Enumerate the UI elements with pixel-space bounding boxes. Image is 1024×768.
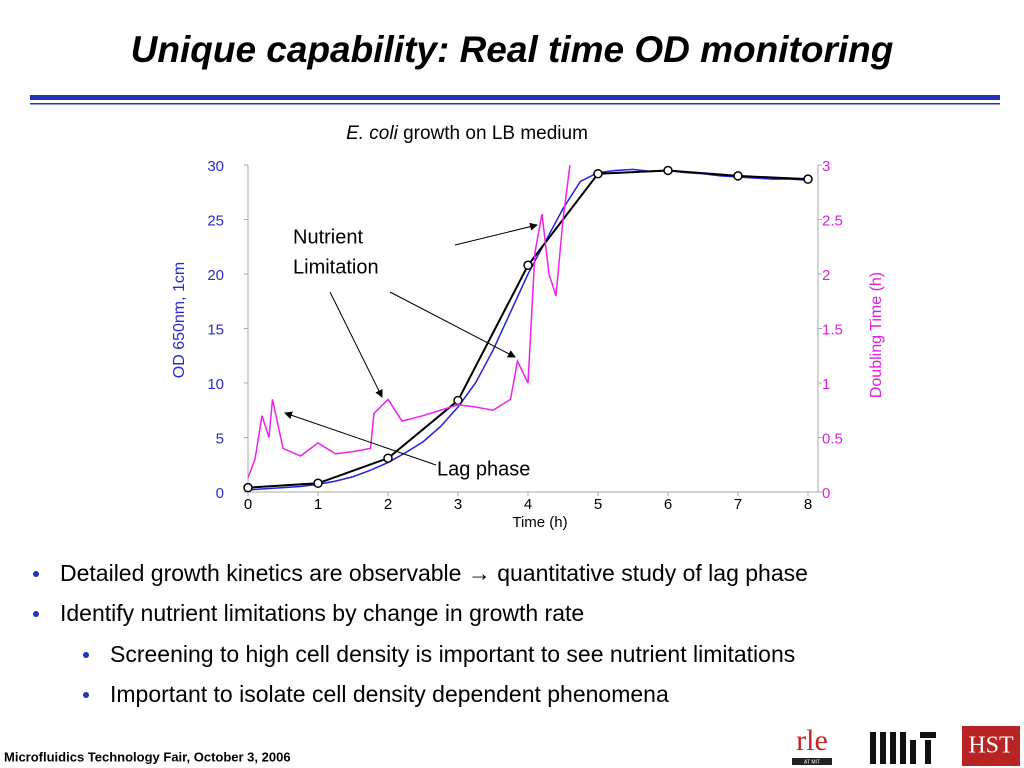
- logo-hst-bg: [962, 726, 1020, 766]
- y-tick-label: 20: [207, 267, 224, 284]
- annotation-arrow: [389, 291, 516, 358]
- x-tick-label: 1: [314, 496, 322, 513]
- y2-axis-label: Doubling Time (h): [868, 272, 885, 398]
- data-point: [593, 168, 603, 179]
- bullet-dot: [83, 652, 89, 658]
- slide-title: Unique capability: Real time OD monitori…: [131, 29, 894, 70]
- x-tick-label: 8: [804, 496, 812, 513]
- series-line: [247, 168, 809, 491]
- series-line: [247, 164, 571, 479]
- bullet-dot: [83, 692, 89, 698]
- y-tick-label: 10: [207, 376, 224, 393]
- annotation-arrow: [329, 291, 383, 398]
- bullet-dot: [33, 571, 39, 577]
- data-point: [453, 395, 463, 406]
- y-axis-label: OD 650nm, 1cm: [171, 262, 188, 378]
- x-tick-label: 7: [734, 496, 742, 513]
- rule: [30, 95, 1000, 100]
- logo-rle-sub: AT MIT: [804, 759, 820, 765]
- x-tick-label: 4: [524, 496, 532, 513]
- data-point: [733, 171, 743, 181]
- y-tick-label: 30: [207, 158, 224, 175]
- data-point: [313, 478, 323, 489]
- y2-tick-label: 0: [822, 485, 830, 502]
- x-tick-label: 2: [384, 496, 392, 513]
- y2-tick-label: 2.5: [822, 212, 843, 229]
- rule: [30, 103, 1000, 105]
- footer: Microfluidics Technology Fair, October 3…: [4, 749, 291, 764]
- x-axis-label: Time (h): [512, 514, 567, 531]
- y2-tick-label: 0.5: [822, 430, 843, 447]
- logo-rle: rle: [796, 724, 828, 757]
- bullet-text: Important to isolate cell density depend…: [110, 681, 669, 707]
- logo-mit: [870, 732, 936, 764]
- chart-title-rest: growth on LB medium: [403, 123, 588, 144]
- series-line: [247, 169, 809, 489]
- logo-hst: HST: [968, 733, 1014, 759]
- y2-tick-label: 3: [822, 158, 830, 175]
- bullet-dot: [33, 611, 39, 617]
- logo-bar: [792, 758, 832, 765]
- y2-tick-label: 1: [822, 376, 830, 393]
- y2-tick-label: 1.5: [822, 321, 843, 338]
- data-point: [803, 174, 813, 184]
- x-tick-label: 6: [664, 496, 672, 513]
- data-point: [523, 260, 533, 271]
- y-tick-label: 15: [207, 321, 224, 338]
- bullet-text: Detailed growth kinetics are observable …: [60, 560, 808, 586]
- data-point: [383, 453, 393, 463]
- bullets: Detailed growth kinetics are observable …: [33, 560, 808, 707]
- y2-tick-label: 2: [822, 267, 830, 284]
- annotation-arrow: [284, 411, 437, 466]
- annotation: Limitation: [293, 256, 379, 278]
- x-tick-label: 5: [594, 496, 602, 513]
- chart-title: E. coli growth on LB medium: [346, 123, 588, 144]
- bullet-text: Identify nutrient limitations by change …: [60, 600, 584, 626]
- bullet-text: Screening to high cell density is import…: [110, 641, 795, 667]
- data-point: [243, 482, 253, 493]
- annotation: Lag phase: [437, 458, 530, 480]
- chart-title-italic: E. coli: [346, 123, 399, 144]
- x-tick-label: 3: [454, 496, 462, 513]
- y-tick-label: 25: [207, 212, 224, 229]
- annotation: Nutrient: [293, 226, 363, 248]
- annotation-arrow: [454, 222, 538, 246]
- data-point: [663, 165, 673, 176]
- y-tick-label: 5: [216, 430, 224, 447]
- y-tick-label: 0: [216, 485, 224, 502]
- x-tick-label: 0: [244, 496, 252, 513]
